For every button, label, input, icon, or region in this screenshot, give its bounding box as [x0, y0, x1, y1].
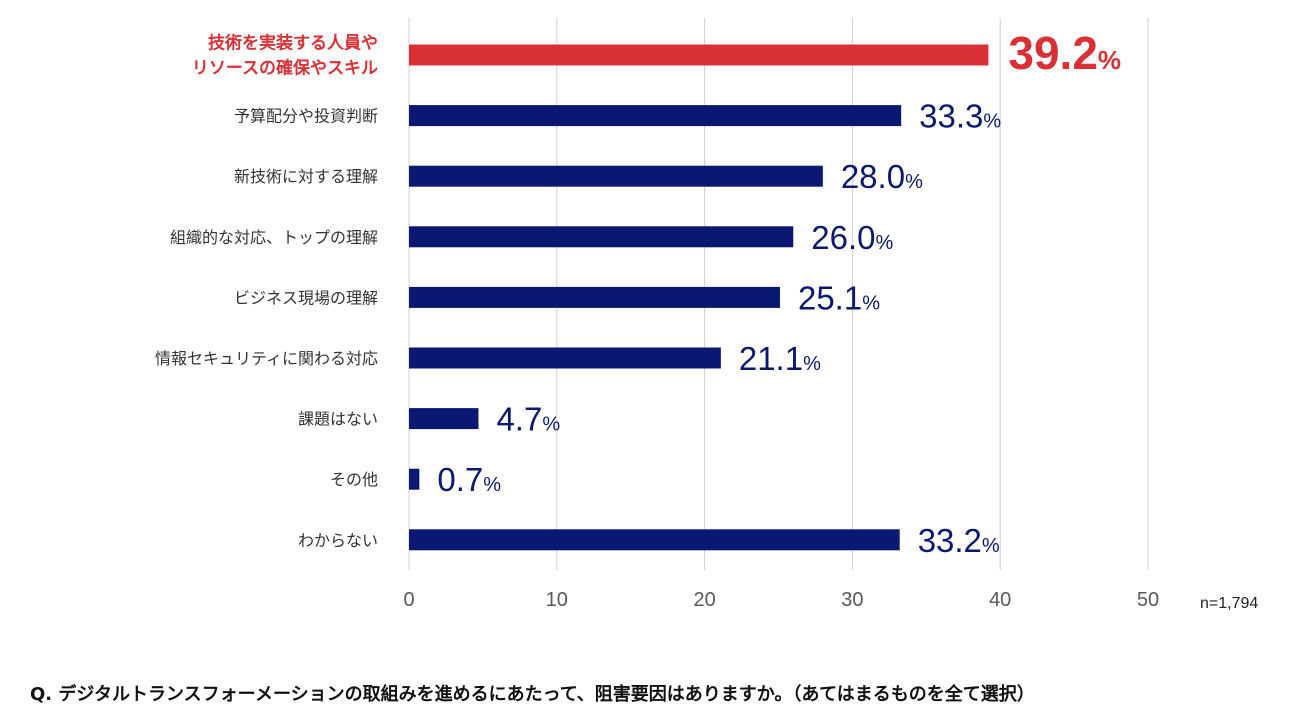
bar [409, 286, 780, 308]
category-label: 予算配分や投資判断 [234, 107, 378, 126]
x-tick-label: 30 [841, 589, 863, 611]
category-label: 組織的な対応、トップの理解 [170, 228, 378, 247]
value-label: 28.0% [841, 158, 923, 195]
value-label: 0.7% [437, 461, 501, 498]
category-label: リソースの確保やスキル [192, 58, 378, 79]
bar [409, 347, 721, 369]
bar [409, 165, 823, 187]
category-label: わからない [298, 531, 378, 550]
bar [409, 44, 989, 66]
category-label: 技術を実装する人員や [208, 33, 378, 54]
x-tick-label: 50 [1137, 589, 1159, 611]
category-label: 情報セキュリティに関わる対応 [155, 349, 378, 368]
value-label: 33.3% [919, 98, 1001, 135]
value-label: 39.2% [1008, 27, 1121, 79]
x-tick-label: 20 [693, 589, 715, 611]
x-tick-label: 40 [989, 589, 1011, 611]
value-label: 25.1% [798, 279, 880, 316]
category-label: その他 [330, 470, 378, 489]
sample-size-label: n=1,794 [1200, 595, 1258, 612]
question-text: Q. デジタルトランスフォーメーションの取組みを進めるにあたって、阻害要因はあり… [30, 684, 1035, 705]
bar [409, 529, 900, 551]
category-label: 課題はない [298, 410, 378, 429]
value-label: 4.7% [496, 401, 560, 438]
x-tick-label: 0 [403, 589, 414, 611]
bar [409, 468, 420, 490]
bar [409, 408, 479, 430]
x-tick-label: 10 [546, 589, 568, 611]
value-label: 21.1% [739, 340, 821, 377]
bar [409, 105, 902, 127]
value-label: 26.0% [811, 219, 893, 256]
category-label: 新技術に対する理解 [234, 167, 378, 186]
category-label: ビジネス現場の理解 [234, 288, 378, 307]
value-label: 33.2% [918, 522, 1000, 559]
bar [409, 226, 794, 248]
